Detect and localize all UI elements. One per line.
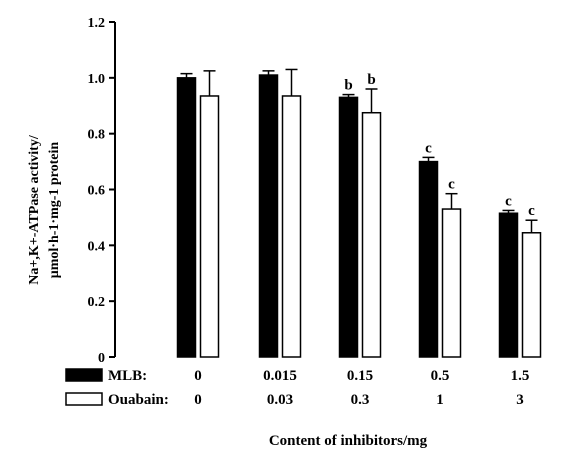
- x-axis-title: Content of inhibitors/mg: [269, 433, 428, 449]
- bars: [176, 68, 542, 358]
- legend-label: Ouabain:: [108, 392, 169, 408]
- y-tick-label: 0.8: [88, 128, 106, 143]
- y-tick-label: 0.4: [88, 239, 106, 254]
- dose-label: 3: [516, 392, 524, 408]
- significance-label: b: [367, 72, 375, 88]
- bar-mlb: [498, 212, 519, 358]
- dose-label: 0: [194, 392, 202, 408]
- y-axis-title-line1: Na+,K+-ATPase activity/: [27, 134, 42, 285]
- dose-label: 0.015: [263, 368, 297, 384]
- significance-label: c: [448, 177, 455, 193]
- significance-label: c: [528, 203, 535, 219]
- significance-label: c: [425, 140, 432, 156]
- bar-mlb: [176, 77, 197, 358]
- y-tick-label: 0.6: [88, 184, 106, 199]
- y-axis-title-line2: μmol·h-1·mg-1 protein: [47, 142, 62, 279]
- legend-swatch-ouabain: [65, 392, 103, 406]
- dose-label: 0: [194, 368, 202, 384]
- dose-label: 0.03: [267, 392, 293, 408]
- dose-label: 0.5: [431, 368, 450, 384]
- y-axis: 0 0.2 0.4 0.6 0.8 1.0 1.2: [88, 16, 116, 366]
- dose-label: 1: [436, 392, 444, 408]
- legend-rows: MLB: 0 0.015 0.15 0.5 1.5 Ouabain: 0 0.03 0.3 1 3: [65, 368, 530, 408]
- bar-mlb: [418, 160, 439, 358]
- bar-ouabain: [521, 232, 542, 358]
- bar-mlb: [258, 74, 279, 358]
- legend-label: MLB:: [108, 368, 147, 384]
- bar-ouabain: [441, 208, 462, 358]
- bar-ouabain: [361, 111, 382, 358]
- y-tick-label: 0: [98, 351, 105, 366]
- significance-label: c: [505, 193, 512, 209]
- dose-label: 0.3: [351, 392, 370, 408]
- legend-swatch-mlb: [65, 368, 103, 382]
- bar-ouabain: [281, 95, 302, 358]
- y-tick-label: 1.2: [88, 16, 106, 31]
- dose-label: 1.5: [511, 368, 530, 384]
- y-tick-label: 0.2: [88, 295, 106, 310]
- bar-ouabain: [199, 95, 220, 358]
- dose-label: 0.15: [347, 368, 373, 384]
- significance-label: b: [344, 78, 352, 94]
- y-tick-label: 1.0: [88, 72, 106, 87]
- bar-mlb: [338, 96, 359, 358]
